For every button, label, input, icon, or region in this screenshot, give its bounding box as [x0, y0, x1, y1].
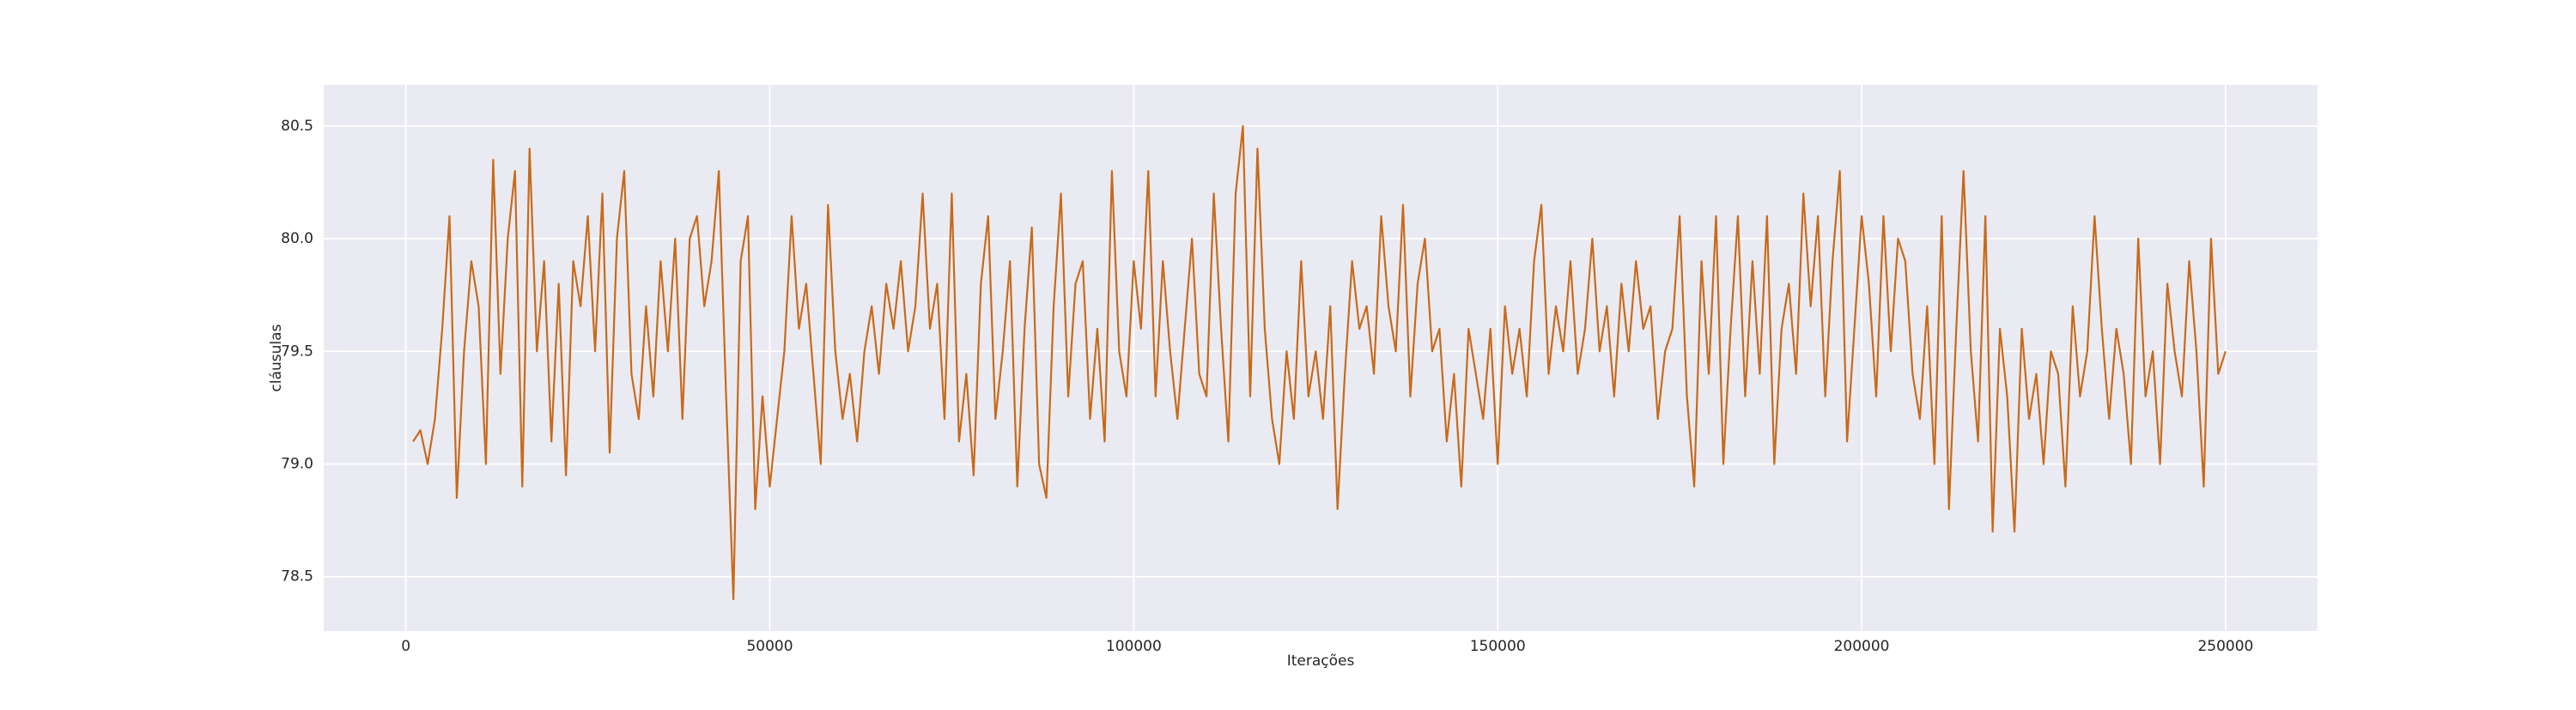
x-tick-label: 0 [401, 638, 410, 655]
x-axis-label: Iterações [1287, 652, 1355, 670]
y-tick-label: 79.0 [281, 455, 313, 472]
x-tick-label: 150000 [1470, 638, 1526, 655]
y-tick-label: 80.0 [281, 230, 313, 247]
plot-area [324, 85, 2318, 631]
x-tick-label: 200000 [1834, 638, 1890, 655]
y-tick-label: 79.5 [281, 343, 313, 360]
x-tick-label: 100000 [1106, 638, 1162, 655]
x-tick-label: 50000 [746, 638, 793, 655]
x-tick-label: 250000 [2197, 638, 2253, 655]
marks [412, 124, 2227, 601]
y-axis-label: cláusulas [268, 324, 285, 391]
y-tick-label: 78.5 [281, 568, 313, 586]
y-tick-label: 80.5 [281, 118, 313, 135]
data-line [412, 124, 2227, 601]
